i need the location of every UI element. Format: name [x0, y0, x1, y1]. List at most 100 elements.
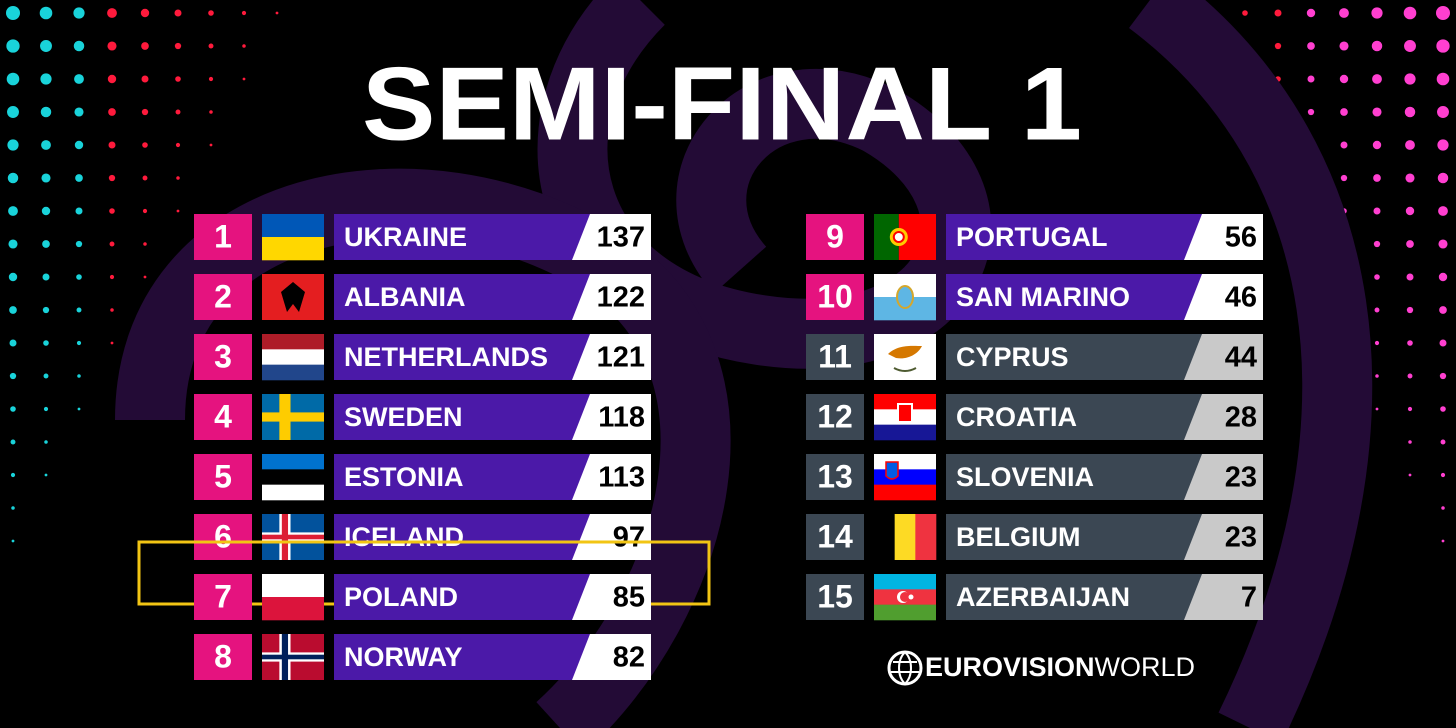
points-box — [572, 454, 651, 500]
dot — [1339, 74, 1349, 84]
dot — [43, 373, 49, 379]
flag — [874, 334, 936, 380]
rank-box — [194, 334, 252, 380]
dot — [1407, 340, 1413, 346]
rank-box — [194, 274, 252, 320]
dot — [1375, 407, 1379, 411]
flag-stripe — [262, 574, 324, 598]
points-box — [572, 634, 651, 680]
flag-stripe — [874, 424, 936, 441]
dot — [107, 74, 117, 84]
country-name: CROATIA — [956, 402, 1077, 432]
flag — [262, 454, 324, 501]
result-row: 6 ICELAND 97 — [194, 514, 651, 560]
country-name: BELGIUM — [956, 522, 1081, 552]
flag-stripe — [262, 364, 324, 381]
dot — [141, 75, 149, 83]
points-box — [1184, 214, 1263, 260]
logo-text: EUROVISIONWORLD — [925, 652, 1195, 682]
dot — [77, 407, 81, 411]
dot — [1339, 8, 1349, 18]
dot — [1408, 473, 1412, 477]
dot — [1375, 374, 1379, 378]
dot — [1372, 74, 1382, 84]
dot — [1307, 75, 1315, 83]
points: 23 — [1225, 462, 1257, 494]
logo-bold: EUROVISION — [925, 652, 1095, 682]
dot — [1242, 10, 1248, 16]
rank-box — [806, 274, 864, 320]
dot — [1441, 539, 1445, 543]
points: 23 — [1225, 522, 1257, 554]
dot — [1307, 108, 1315, 116]
dot — [7, 106, 19, 118]
points-box — [1184, 274, 1263, 320]
result-row: 10 SAN MARINO 46 — [806, 274, 1263, 321]
dot — [143, 242, 147, 246]
dot — [41, 140, 51, 150]
dot — [1408, 440, 1412, 444]
result-row: 2 ALBANIA 122 — [194, 274, 651, 320]
dot — [1274, 42, 1282, 50]
dot — [1274, 9, 1282, 17]
dot — [1441, 506, 1445, 510]
flag-stripe — [874, 574, 936, 590]
dot — [1436, 72, 1450, 86]
dot — [11, 539, 15, 543]
points-box — [572, 214, 651, 260]
dot — [1404, 73, 1416, 85]
flag — [874, 274, 936, 321]
flag-stripe — [262, 334, 324, 350]
logo-light: WORLD — [1095, 652, 1196, 682]
flag — [874, 394, 936, 441]
rank: 13 — [817, 458, 853, 494]
dot — [6, 6, 20, 20]
dot — [1374, 307, 1380, 313]
dot — [142, 175, 148, 181]
dot — [1438, 272, 1448, 282]
dot — [8, 239, 18, 249]
flag-cross — [262, 534, 324, 540]
flag — [262, 394, 324, 440]
points: 137 — [597, 222, 645, 254]
country-name: AZERBAIJAN — [956, 582, 1130, 612]
flag — [262, 574, 324, 621]
points: 28 — [1225, 402, 1257, 434]
dot — [74, 140, 84, 150]
flag-stripe — [262, 484, 324, 501]
result-row: 4 SWEDEN 118 — [194, 394, 651, 440]
points-box — [1184, 334, 1263, 380]
dot — [1340, 141, 1348, 149]
dot — [1405, 140, 1415, 150]
flag-stripe — [874, 394, 936, 410]
dot — [1340, 108, 1348, 116]
points-box — [1184, 514, 1263, 560]
dot — [109, 208, 115, 214]
points-box — [1184, 454, 1263, 500]
flag-stripe — [262, 237, 324, 261]
logo: EUROVISIONWORLD — [887, 650, 1195, 686]
rank-box — [806, 334, 864, 380]
dot — [175, 109, 181, 115]
points-box — [572, 334, 651, 380]
dot — [41, 173, 51, 183]
dot — [174, 9, 182, 17]
flag-cross — [262, 412, 324, 422]
country-name: CYPRUS — [956, 342, 1069, 372]
rank: 4 — [214, 398, 232, 434]
points: 82 — [613, 642, 645, 674]
flag-branch — [893, 367, 917, 372]
points: 44 — [1225, 342, 1257, 374]
dot — [176, 209, 180, 213]
dot — [1374, 274, 1380, 280]
flag — [874, 514, 937, 560]
dot — [1405, 206, 1415, 216]
country-name: NORWAY — [344, 642, 463, 672]
dot — [74, 107, 84, 117]
points-box — [1184, 394, 1263, 440]
dot — [40, 73, 52, 85]
rank-box — [194, 454, 252, 500]
flag — [874, 454, 936, 501]
